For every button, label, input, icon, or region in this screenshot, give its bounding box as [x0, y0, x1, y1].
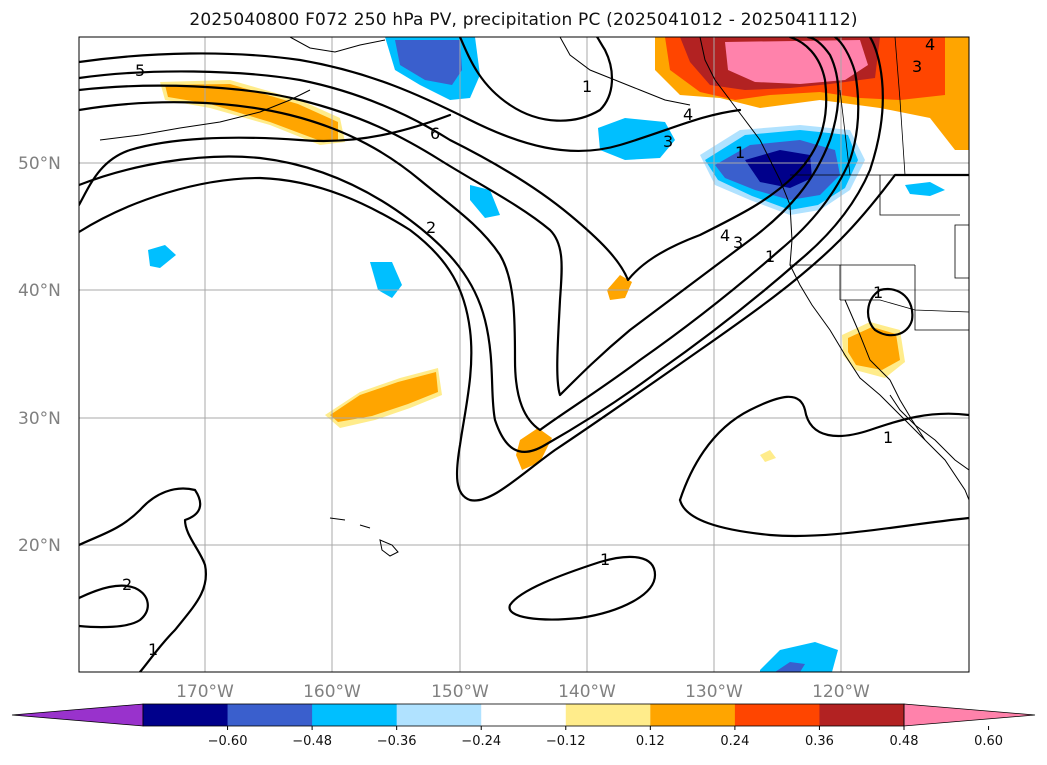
contour-label: 6	[430, 124, 440, 143]
pv-contour-1-alaska	[458, 37, 614, 122]
pv-contour-1a	[79, 173, 969, 502]
contour-label: 2	[426, 218, 436, 237]
pv-contour-1-subtrop-south	[678, 498, 969, 538]
map-title: 2025040800 F072 250 hPa PV, precipitatio…	[189, 10, 858, 30]
colorbar-segment	[396, 704, 482, 726]
border-us-mexico	[840, 299, 969, 313]
pv-contour-1-sw	[79, 487, 208, 672]
contour-label: 3	[733, 233, 743, 252]
precip-positive-small-2	[760, 450, 776, 462]
colorbar-tick-label: −0.12	[546, 734, 586, 749]
coastlines	[99, 37, 969, 557]
lon-label-170w: 170°W	[176, 682, 234, 702]
precip-negative-small-2	[370, 262, 402, 298]
contour-label: 1	[582, 77, 592, 96]
precip-positive-bc-region-max	[725, 40, 868, 84]
graticule	[79, 37, 969, 672]
lon-label-120w: 120°W	[812, 682, 870, 702]
precip-positive-trough	[516, 428, 552, 470]
precip-negative-south-strong	[775, 662, 805, 672]
lat-label-30n: 30°N	[18, 409, 61, 429]
contour-label: 1	[148, 640, 158, 659]
precip-negative-alaska-strong	[395, 40, 462, 85]
lat-label-20n: 20°N	[18, 536, 61, 556]
pv-contour-1-socal	[867, 287, 914, 337]
colorbar-tick-label: −0.36	[377, 734, 417, 749]
colorbar-segment	[819, 704, 905, 726]
precip-negative-small-1	[470, 185, 500, 218]
pv-contour-2-sw	[79, 584, 149, 629]
pv-contour-5	[79, 52, 742, 153]
lon-label-150w: 150°W	[431, 682, 489, 702]
pv-contour-2a	[79, 37, 884, 453]
colorbar-tick-label: −0.48	[292, 734, 332, 749]
precip-positive-subtropical-mid	[330, 372, 438, 422]
pv-contour-1-north	[79, 113, 452, 207]
contour-label: 5	[135, 61, 145, 80]
coastline-baja	[844, 299, 926, 441]
contour-label: 1	[873, 283, 883, 302]
precip-shading	[148, 37, 969, 672]
longitude-labels: 170°W 160°W 150°W 140°W 130°W 120°W	[176, 682, 870, 702]
colorbar-tick-label: 0.24	[720, 734, 749, 749]
contour-label: 1	[883, 428, 893, 447]
coastline-alaska	[289, 37, 386, 53]
latitude-labels: 50°N 40°N 30°N 20°N	[18, 154, 61, 556]
precip-negative-small-3	[148, 245, 176, 268]
colorbar-segment	[481, 704, 567, 726]
colorbar-outline	[142, 703, 905, 727]
colorbar-segment	[312, 704, 398, 726]
lon-label-160w: 160°W	[303, 682, 361, 702]
coastline-alaska-gulf	[559, 37, 691, 106]
contour-label: 1	[735, 143, 745, 162]
coastline-aleutians	[99, 89, 311, 141]
map-frame	[78, 36, 970, 673]
colorbar-segment	[734, 704, 820, 726]
pv-contour-6	[79, 37, 828, 282]
colorbar-tick-label: 0.60	[974, 734, 1003, 749]
contour-label: 4	[925, 35, 935, 54]
colorbar: −0.60 −0.48 −0.36 −0.24 −0.12 0.12 0.24 0.36 0.4…	[11, 703, 1036, 749]
pv-contour-4a	[79, 37, 840, 397]
lat-label-50n: 50°N	[18, 154, 61, 174]
contour-label: 4	[720, 226, 730, 245]
contour-label: 1	[765, 247, 775, 266]
precip-negative-pnw-max	[745, 150, 812, 188]
contour-label: 3	[663, 132, 673, 151]
pv-contour-1-south	[508, 555, 657, 621]
contour-label: 1	[600, 550, 610, 569]
contour-label: 3	[912, 57, 922, 76]
pv-contour-1-subtrop	[678, 395, 969, 502]
colorbar-segment	[227, 704, 313, 726]
precip-positive-aleutian-mid	[165, 84, 338, 140]
contour-labels: 5 6 2 1 4 3 4 3 4 3 1 1 1 1 2 1 1	[122, 35, 935, 659]
lon-label-140w: 140°W	[558, 682, 616, 702]
precip-negative-south	[760, 642, 838, 672]
colorbar-segment	[650, 704, 736, 726]
colorbar-extend-high	[903, 703, 1036, 727]
precip-positive-small-1	[607, 275, 632, 300]
colorbar-segment	[565, 704, 651, 726]
colorbar-segment	[143, 704, 229, 726]
border-us-states	[790, 175, 969, 331]
colorbar-tick-label: 0.12	[636, 734, 665, 749]
contour-label: 2	[122, 575, 132, 594]
colorbar-tick-label: −0.60	[208, 734, 248, 749]
contour-label: 4	[683, 105, 693, 124]
colorbar-tick-label: −0.24	[461, 734, 501, 749]
lon-label-130w: 130°W	[685, 682, 743, 702]
lat-label-40n: 40°N	[18, 281, 61, 301]
map-content: 5 6 2 1 4 3 4 3 4 3 1 1 1 1 2 1 1	[79, 35, 969, 672]
colorbar-tick-label: 0.48	[890, 734, 919, 749]
border-canada-provinces	[839, 37, 906, 176]
pv-contour-3a	[79, 37, 860, 432]
coastline-mexico-interior	[889, 394, 969, 471]
coastline-hawaii	[329, 517, 399, 557]
precip-negative-small-4	[905, 182, 945, 196]
pv-contours	[79, 37, 969, 672]
colorbar-extend-low	[11, 703, 144, 727]
colorbar-tick-label: 0.36	[805, 734, 834, 749]
